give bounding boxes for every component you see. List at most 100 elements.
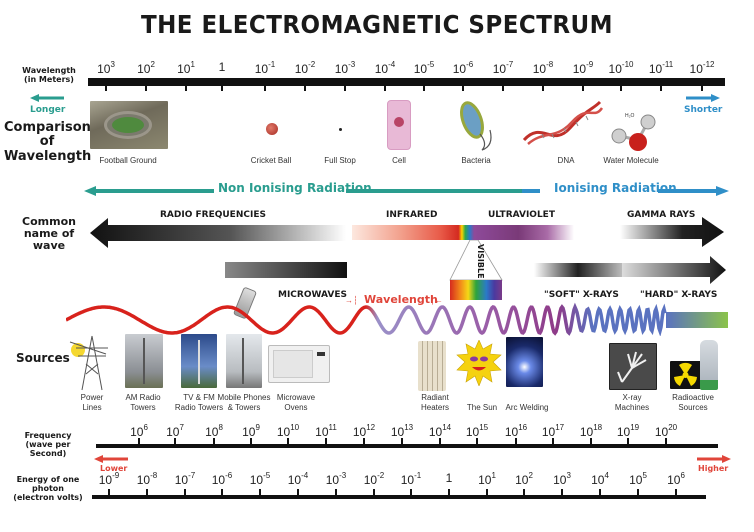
xrays-arrow bbox=[534, 256, 726, 284]
tick-exponent: 19 bbox=[630, 423, 640, 432]
axis-tick bbox=[146, 489, 148, 496]
axis-tick bbox=[637, 489, 639, 496]
tick-base: 10 bbox=[465, 425, 480, 439]
tick-exponent: 6 bbox=[680, 471, 685, 480]
tick-base: 10 bbox=[413, 62, 428, 76]
tick-exponent: 18 bbox=[593, 423, 603, 432]
common-name-label-line2: name of wave bbox=[23, 227, 75, 253]
source-caption-line1: TV & FM bbox=[183, 393, 215, 402]
axis-tick-label: 10-6 bbox=[212, 471, 232, 487]
comparison-caption: Full Stop bbox=[324, 156, 356, 165]
axis-tick-label: 103 bbox=[553, 471, 571, 487]
axis-tick bbox=[582, 84, 584, 91]
tick-base: 10 bbox=[616, 425, 631, 439]
tick-base: 10 bbox=[242, 425, 256, 439]
frequency-label-line2: (wave per Second) bbox=[25, 439, 71, 458]
tick-base: 10 bbox=[629, 473, 643, 487]
tick-exponent: 2 bbox=[150, 60, 155, 69]
tick-base: 10 bbox=[276, 425, 291, 439]
source-caption-line1 bbox=[467, 393, 497, 403]
comparison-caption: Cricket Ball bbox=[250, 156, 292, 165]
frequency-axis-bar bbox=[96, 444, 718, 448]
tick-base: 10 bbox=[325, 473, 340, 487]
tick-exponent: -11 bbox=[662, 60, 674, 69]
radiation-symbol-image bbox=[670, 361, 701, 389]
hazmat-worker-image bbox=[700, 340, 718, 390]
tick-exponent: -9 bbox=[586, 60, 594, 69]
tick-base: 10 bbox=[174, 473, 189, 487]
microwave-oven-image bbox=[268, 345, 330, 383]
axis-tick bbox=[184, 489, 186, 496]
tick-base: 10 bbox=[137, 62, 151, 76]
tick-exponent: -9 bbox=[112, 471, 120, 480]
axis-tick bbox=[423, 84, 425, 91]
water-formula: H₂O bbox=[625, 113, 635, 119]
tick-exponent: -3 bbox=[339, 471, 347, 480]
shorter-label: Shorter bbox=[684, 105, 723, 115]
infrared-ultraviolet-band bbox=[352, 225, 574, 240]
axis-tick bbox=[590, 438, 592, 445]
tick-base: 10 bbox=[553, 473, 567, 487]
tick-exponent: -2 bbox=[308, 60, 316, 69]
axis-tick bbox=[523, 489, 525, 496]
tick-base: 10 bbox=[572, 62, 587, 76]
axis-tick-label: 1019 bbox=[617, 423, 639, 439]
axis-tick-label: 103 bbox=[97, 60, 115, 76]
tick-base: 10 bbox=[249, 473, 264, 487]
mobile-towers-image bbox=[226, 334, 262, 388]
radio-frequencies-arrow bbox=[90, 218, 346, 248]
axis-tick bbox=[665, 438, 667, 445]
power-lines-image bbox=[69, 335, 108, 391]
tick-base: 10 bbox=[608, 62, 622, 76]
wavelength-marker-label: Wavelength bbox=[364, 293, 438, 306]
infrared-label: INFRARED bbox=[386, 210, 438, 220]
source-caption-line2: Machines bbox=[614, 403, 650, 412]
axis-tick bbox=[363, 438, 365, 445]
source-caption-line1: Radioactive bbox=[672, 393, 714, 402]
axis-tick bbox=[410, 489, 412, 496]
energy-axis-label: Energy of one photon (electron volts) bbox=[10, 475, 86, 502]
axis-tick bbox=[515, 438, 517, 445]
axis-tick bbox=[401, 438, 403, 445]
ultraviolet-label: ULTRAVIOLET bbox=[488, 210, 555, 220]
comparison-caption: Water Molecule bbox=[603, 156, 659, 165]
axis-tick-label: 10-6 bbox=[453, 60, 473, 76]
tick-exponent: 17 bbox=[555, 423, 565, 432]
hard-xrays-label: "HARD" X-RAYS bbox=[640, 290, 718, 300]
source-caption: TV & FM Radio Towers bbox=[175, 393, 223, 413]
axis-tick bbox=[476, 438, 478, 445]
axis-tick bbox=[221, 84, 223, 91]
axis-tick-label: 1020 bbox=[655, 423, 677, 439]
tick-exponent: 1 bbox=[491, 471, 496, 480]
source-caption-line2: Sources bbox=[678, 403, 708, 412]
comparison-caption: DNA bbox=[557, 156, 575, 165]
full-stop-image bbox=[339, 128, 342, 131]
tick-exponent: -4 bbox=[301, 471, 309, 480]
tick-base: 10 bbox=[428, 425, 443, 439]
tick-exponent: -10 bbox=[621, 60, 634, 69]
tick-base: 10 bbox=[667, 473, 681, 487]
axis-tick bbox=[675, 489, 677, 496]
tick-base: 10 bbox=[205, 425, 219, 439]
axis-tick-label: 10-11 bbox=[649, 60, 673, 76]
axis-tick-label: 1017 bbox=[542, 423, 564, 439]
tick-exponent: 3 bbox=[566, 471, 571, 480]
axis-tick bbox=[373, 489, 375, 496]
axis-tick-label: 10-8 bbox=[533, 60, 553, 76]
tick-base: 10 bbox=[363, 473, 378, 487]
tick-base: 10 bbox=[254, 62, 269, 76]
tick-base: 10 bbox=[400, 473, 415, 487]
axis-tick bbox=[145, 84, 147, 91]
axis-tick bbox=[264, 84, 266, 91]
axis-tick-label: 105 bbox=[629, 471, 647, 487]
radio-frequencies-label: RADIO FREQUENCIES bbox=[160, 210, 266, 220]
axis-tick bbox=[660, 84, 662, 91]
tick-exponent: 13 bbox=[404, 423, 414, 432]
axis-tick-label: 10-8 bbox=[137, 471, 157, 487]
axis-tick bbox=[502, 84, 504, 91]
tick-base: 10 bbox=[504, 425, 519, 439]
tick-exponent: 14 bbox=[442, 423, 452, 432]
tick-base: 10 bbox=[287, 473, 302, 487]
energy-axis-bar bbox=[92, 495, 706, 499]
axis-tick-label: 107 bbox=[166, 423, 184, 439]
